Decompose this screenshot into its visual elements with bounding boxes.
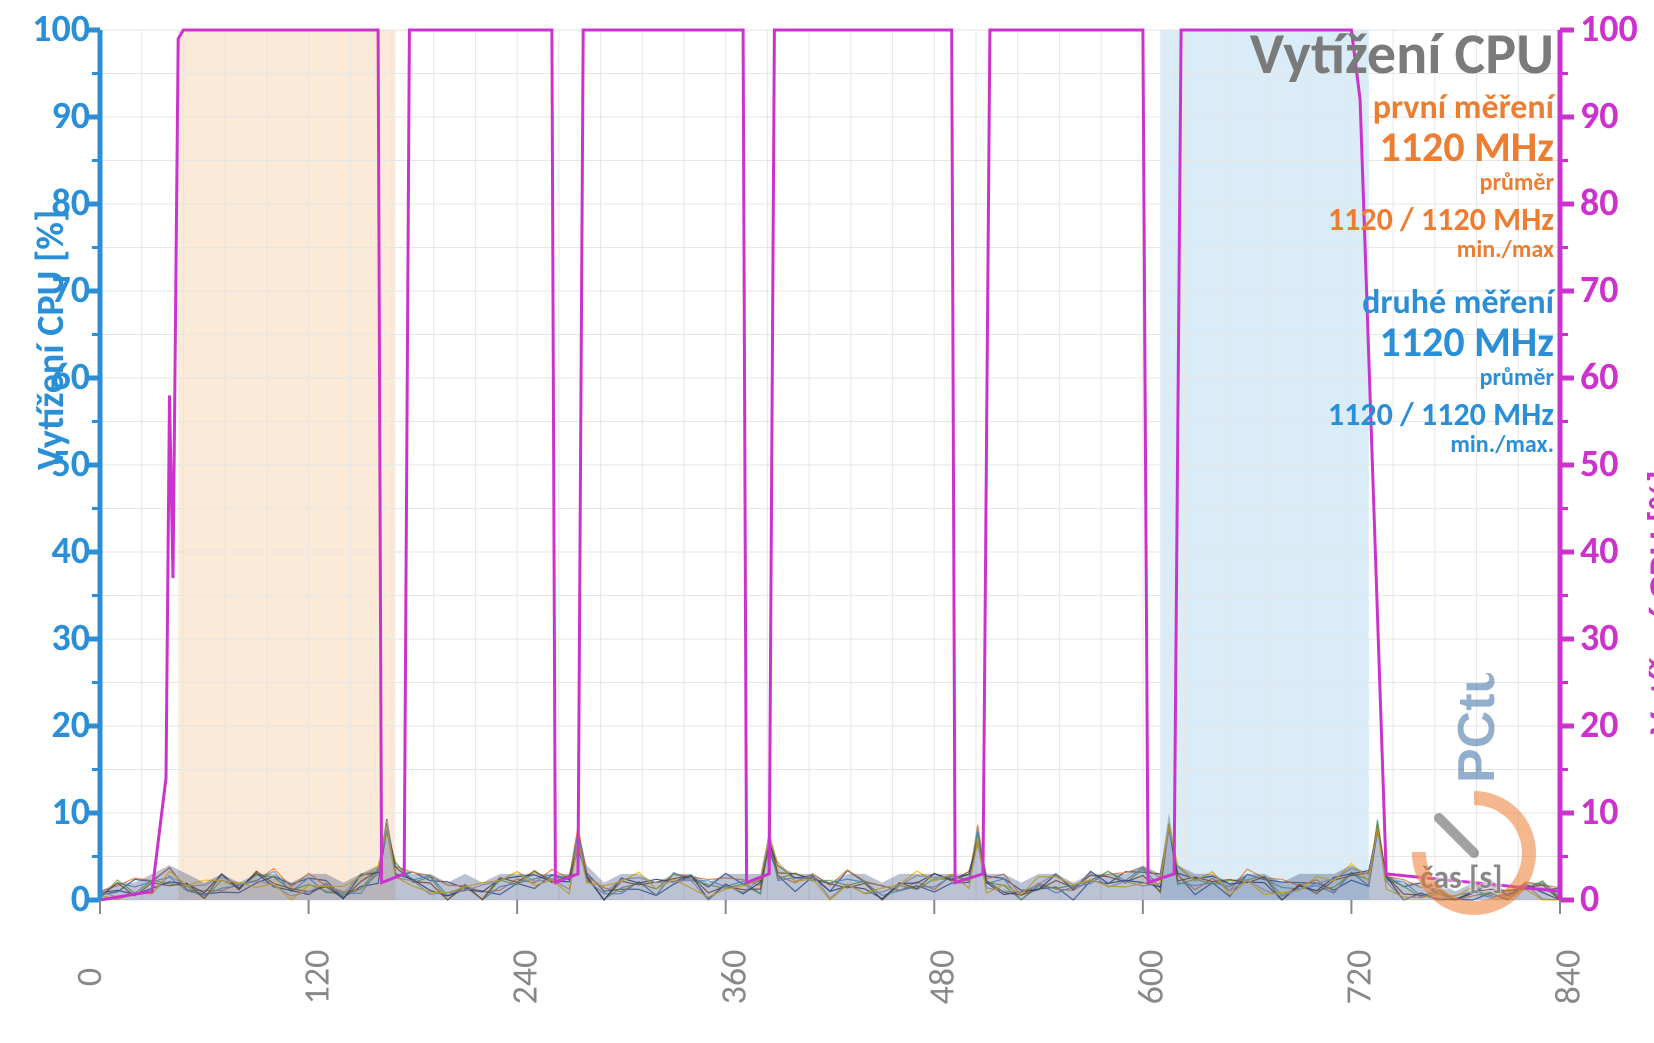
first-range: 1120 / 1120 MHz xyxy=(1328,203,1554,237)
y-left-tick-80: 80 xyxy=(10,180,90,226)
chart-container: Vytížení CPU Vytížení CPU [%] Vytížení GPU… xyxy=(0,0,1654,1043)
y-right-tick-40: 40 xyxy=(1580,528,1654,574)
y-right-tick-0: 0 xyxy=(1580,876,1654,922)
x-tick-360: 360 xyxy=(711,950,755,1005)
x-tick-480: 480 xyxy=(920,950,964,1005)
x-tick-720: 720 xyxy=(1337,950,1381,1005)
y-right-tick-20: 20 xyxy=(1580,702,1654,748)
x-tick-840: 840 xyxy=(1545,950,1589,1005)
second-avg-label: průměr xyxy=(1328,365,1554,390)
y-right-tick-60: 60 xyxy=(1580,354,1654,400)
y-left-tick-20: 20 xyxy=(10,702,90,748)
y-right-tick-70: 70 xyxy=(1580,267,1654,313)
y-left-tick-60: 60 xyxy=(10,354,90,400)
y-right-tick-30: 30 xyxy=(1580,615,1654,661)
y-right-tick-100: 100 xyxy=(1580,6,1654,52)
y-right-tick-80: 80 xyxy=(1580,180,1654,226)
x-tick-0: 0 xyxy=(67,968,111,986)
x-tick-120: 120 xyxy=(294,950,338,1005)
second-info: druhé měření1120 MHzprůměr 1120 / 1120 MH… xyxy=(1328,285,1554,457)
y-left-tick-90: 90 xyxy=(10,93,90,139)
y-left-tick-70: 70 xyxy=(10,267,90,313)
chart-title: Vytížení CPU xyxy=(1250,18,1554,89)
y-right-tick-50: 50 xyxy=(1580,441,1654,487)
y-right-tick-90: 90 xyxy=(1580,93,1654,139)
first-heading: první měření xyxy=(1328,90,1554,126)
x-axis-label: čas [s] xyxy=(1420,858,1503,897)
y-axis-left-label: Vytížení CPU [%] xyxy=(28,210,74,470)
first-range-label: min./max xyxy=(1328,237,1554,262)
second-range: 1120 / 1120 MHz xyxy=(1328,398,1554,432)
y-left-tick-50: 50 xyxy=(10,441,90,487)
first-info: první měření1120 MHzprůměr 1120 / 1120 MH… xyxy=(1328,90,1554,262)
y-left-tick-40: 40 xyxy=(10,528,90,574)
first-avg-label: průměr xyxy=(1328,170,1554,195)
first-value: 1120 MHz xyxy=(1328,126,1554,170)
y-left-tick-30: 30 xyxy=(10,615,90,661)
second-value: 1120 MHz xyxy=(1328,321,1554,365)
y-left-tick-0: 0 xyxy=(10,876,90,922)
x-tick-240: 240 xyxy=(503,950,547,1005)
y-right-tick-10: 10 xyxy=(1580,789,1654,835)
x-tick-600: 600 xyxy=(1128,950,1172,1005)
y-axis-right-label: Vytížení GPU [%] xyxy=(1640,470,1654,734)
second-heading: druhé měření xyxy=(1328,285,1554,321)
y-left-tick-10: 10 xyxy=(10,789,90,835)
second-range-label: min./max. xyxy=(1328,432,1554,457)
y-left-tick-100: 100 xyxy=(10,6,90,52)
